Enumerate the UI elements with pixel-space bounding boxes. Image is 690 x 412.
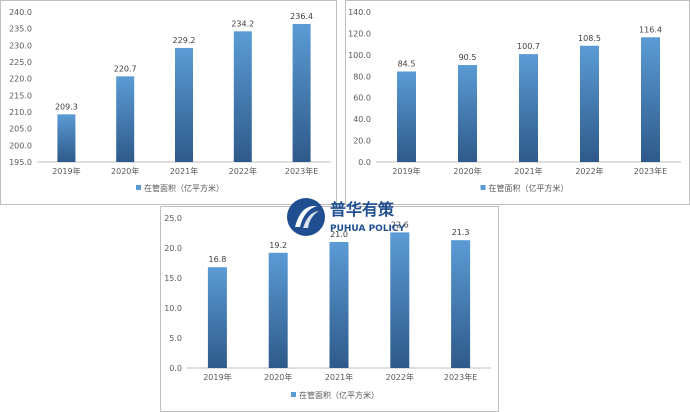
y-tick-label: 100.0 [348,51,371,60]
bar [268,252,288,368]
x-tick-label: 2019年 [203,372,231,382]
data-label: 100.7 [517,42,540,51]
y-tick-label: 220.0 [9,75,32,84]
x-tick-label: 2022年 [386,372,414,382]
y-tick-label: 80.0 [353,72,371,81]
data-label: 16.8 [208,255,226,264]
bar-chart-2: 0.0 20.0 40.0 60.0 80.0 100.0 120.0 140.0 84.5 20… [348,8,681,193]
data-label: 116.4 [639,25,662,34]
y-tick-label: 20.0 [353,137,371,146]
bar [329,242,349,368]
x-tick-label: 2022年 [575,166,603,176]
bar [580,45,599,162]
y-tick-label: 195.0 [9,158,32,167]
y-tick-label: 210.0 [9,108,32,117]
data-label: 21.0 [330,230,348,239]
y-tick-label: 25.0 [164,214,182,223]
bar [207,267,227,368]
y-tick-label: 240.0 [9,8,32,17]
bar [451,240,471,368]
legend-label: 在管面积（亿平方米） [299,390,379,400]
data-label: 19.2 [269,241,287,250]
y-tick-label: 205.0 [9,125,32,134]
x-tick-label: 2023年E [634,166,667,176]
bar [641,37,660,162]
chart-panel-1: 195.0 200.0 205.0 210.0 215.0 220.0 225.0 230.0… [0,0,337,205]
x-tick-label: 2023年E [444,372,477,382]
x-tick-label: 2023年E [285,166,318,176]
y-tick-label: 20.0 [164,244,182,253]
puhua-policy-logo: 普华有策 PUHUA POLICY [284,194,432,240]
data-label: 90.5 [459,53,477,62]
x-tick-label: 2020年 [111,166,139,176]
data-label: 21.3 [452,228,470,237]
bar [233,31,252,163]
legend-swatch [291,392,296,397]
y-tick-label: 40.0 [353,115,371,124]
x-tick-label: 2019年 [392,166,420,176]
x-tick-label: 2019年 [52,166,80,176]
x-tick-label: 2020年 [453,166,481,176]
logo-subtitle: PUHUA POLICY [330,224,406,234]
x-tick-label: 2021年 [170,166,198,176]
chart-panel-2: 0.0 20.0 40.0 60.0 80.0 100.0 120.0 140.0 84.5 20… [345,0,690,205]
y-tick-label: 0.0 [169,364,182,373]
y-tick-label: 10.0 [164,304,182,313]
x-tick-label: 2021年 [514,166,542,176]
bar [390,232,410,368]
y-tick-label: 15.0 [164,274,182,283]
x-tick-label: 2020年 [264,372,292,382]
data-label: 236.4 [290,12,313,21]
logo-circle-icon [287,198,325,236]
y-tick-label: 60.0 [353,94,371,103]
y-tick-label: 0.0 [358,158,371,167]
logo-graphic: 普华有策 PUHUA POLICY [287,198,406,236]
legend-swatch [480,185,486,190]
bar [175,48,193,162]
y-tick-label: 140.0 [348,8,371,17]
y-tick-label: 225.0 [9,58,32,67]
bar [292,24,311,162]
bar [57,114,76,162]
y-tick-label: 120.0 [348,29,371,38]
y-tick-label: 235.0 [9,25,32,34]
data-label: 22.6 [391,220,409,229]
bar [397,71,416,162]
logo-swoosh-icon-2 [303,211,319,228]
y-tick-label: 215.0 [9,91,32,100]
bar [519,54,538,162]
legend-label: 在管面积（亿平方米） [144,183,224,193]
logo-title: 普华有策 [330,200,395,219]
chart-panel-3: 0.0 5.0 10.0 15.0 20.0 25.0 16.8 2019年 19.2 2020年… [160,206,499,412]
data-label: 108.5 [578,34,601,43]
bar-chart-1: 195.0 200.0 205.0 210.0 215.0 220.0 225.0 230.0… [9,8,331,193]
y-tick-label: 5.0 [169,334,182,343]
logo-swoosh-icon [295,205,317,227]
y-tick-label: 200.0 [9,141,32,150]
data-label: 84.5 [398,59,416,68]
y-tick-label: 230.0 [9,41,32,50]
bar [116,76,135,162]
data-label: 220.7 [114,64,137,73]
data-label: 234.2 [231,19,254,28]
x-tick-label: 2021年 [325,372,353,382]
x-tick-label: 2022年 [229,166,257,176]
data-label: 209.3 [55,102,78,111]
legend-swatch [136,185,141,190]
legend-label: 在管面积（亿平方米） [489,183,569,193]
bar [458,65,477,162]
data-label: 229.2 [173,36,196,45]
bar-chart-3: 0.0 5.0 10.0 15.0 20.0 25.0 16.8 2019年 19.2 2020年… [164,214,491,400]
